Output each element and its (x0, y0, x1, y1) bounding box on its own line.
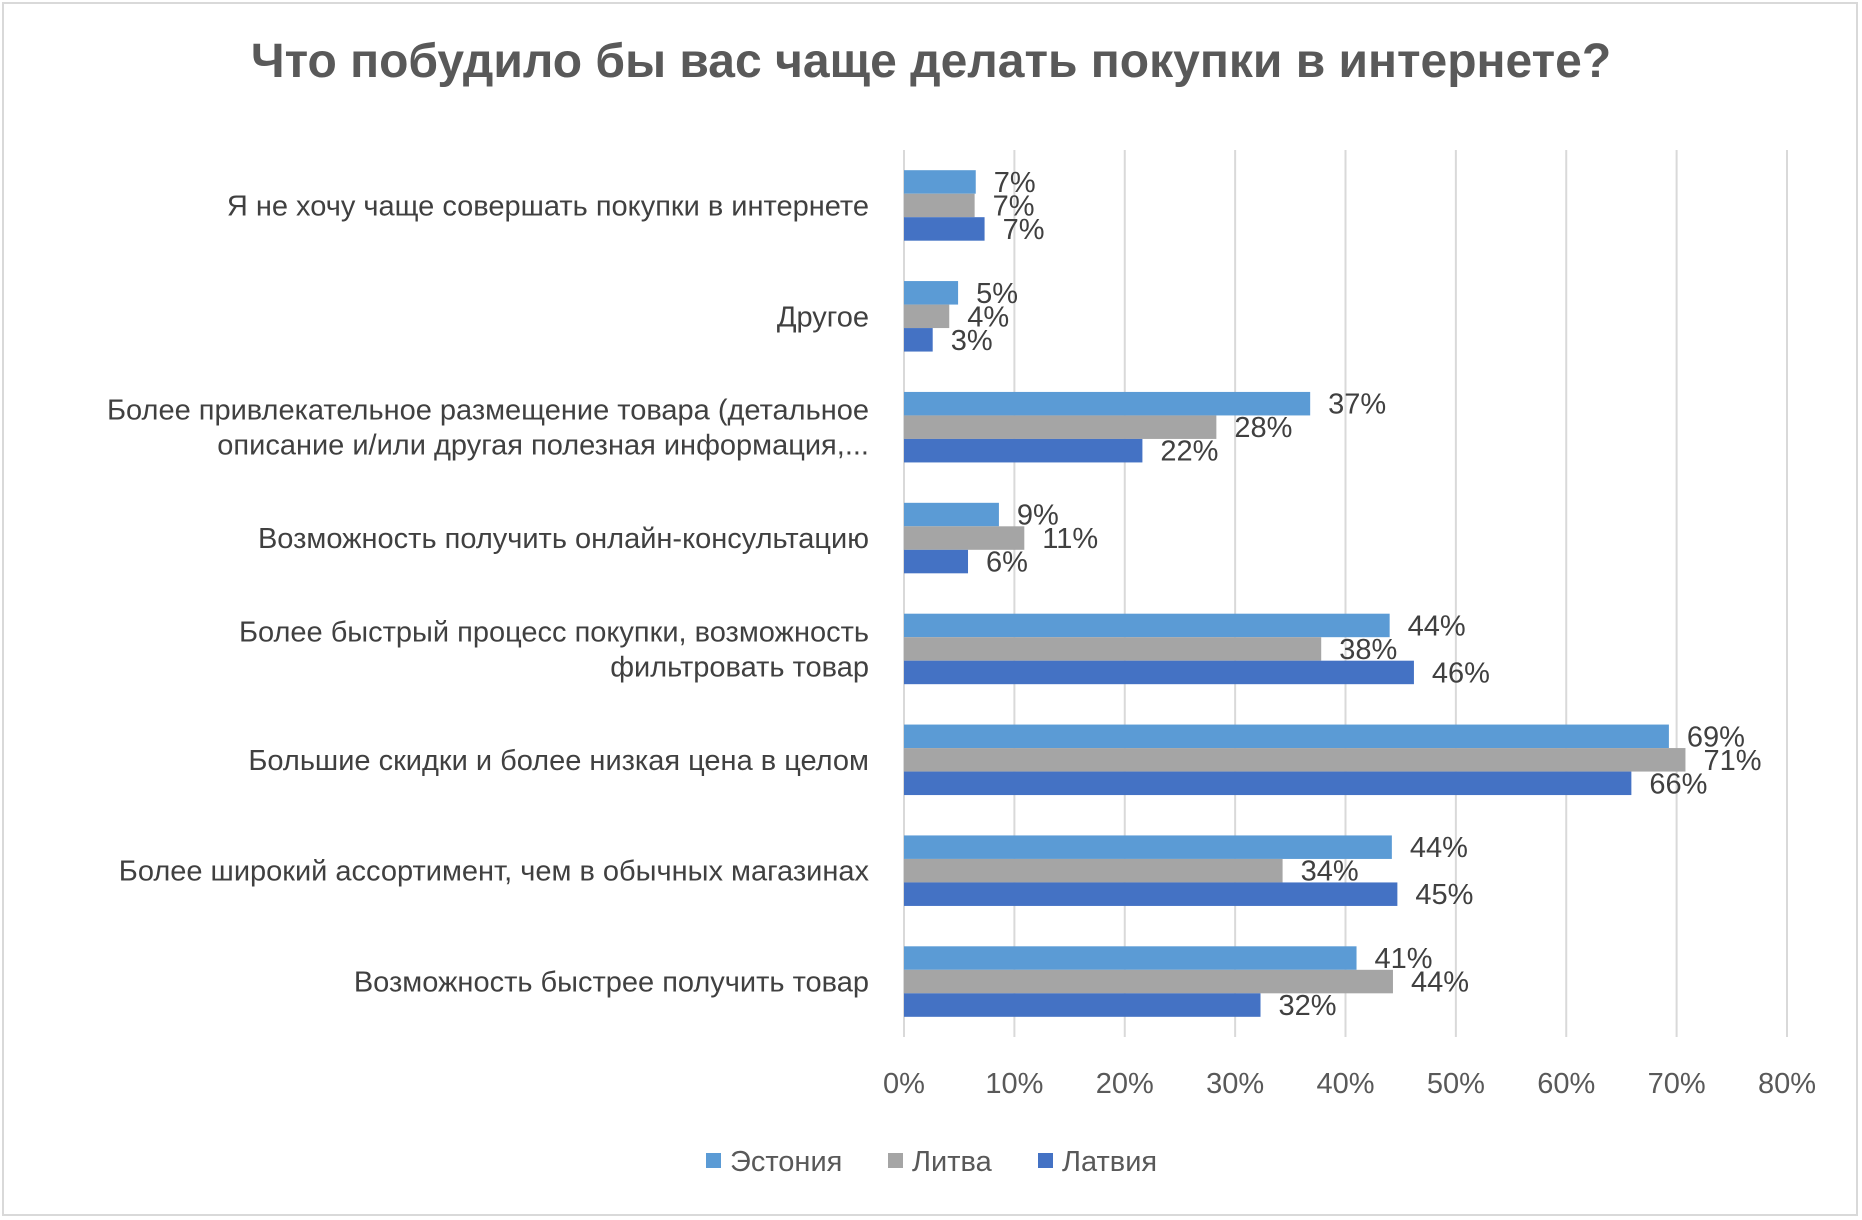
bar (904, 502, 999, 527)
x-tick-label: 60% (1537, 1068, 1595, 1100)
category-label: Другое (777, 301, 869, 333)
data-label: 3% (951, 325, 993, 357)
bar (904, 613, 1390, 638)
bar (904, 328, 933, 352)
category-label: Более широкий ассортимент, чем в обычных… (119, 856, 870, 888)
bar (904, 748, 1686, 772)
legend-swatch (706, 1153, 721, 1168)
category-label: Возможность быстрее получить товар (354, 967, 869, 999)
legend-label: Эстония (730, 1146, 842, 1178)
bar (904, 281, 959, 305)
data-label: 7% (1003, 214, 1045, 246)
bar (904, 724, 1669, 749)
bar (904, 771, 1632, 796)
data-label: 4% (967, 301, 1009, 333)
bar (904, 438, 1143, 463)
bar (904, 193, 975, 218)
bar (904, 882, 1398, 906)
x-tick-label: 40% (1316, 1068, 1374, 1100)
bar (904, 835, 1392, 859)
bar (904, 170, 976, 194)
category-label: фильтровать товар (610, 651, 869, 683)
chart-title: Что побудило бы вас чаще делать покупки … (250, 35, 1612, 88)
category-label: Более быстрый процесс покупки, возможнос… (239, 616, 869, 648)
data-label: 37% (1328, 389, 1386, 421)
legend-swatch (888, 1153, 903, 1168)
data-label: 45% (1415, 879, 1473, 911)
x-tick-label: 30% (1206, 1068, 1264, 1100)
bar (904, 549, 969, 574)
legend-swatch (1038, 1153, 1053, 1168)
x-tick-label: 10% (985, 1068, 1043, 1100)
legend-label: Литва (912, 1146, 993, 1178)
data-label: 71% (1703, 745, 1761, 777)
bar (904, 526, 1025, 550)
bar (904, 217, 985, 241)
bar (904, 858, 1283, 883)
category-label: Большие скидки и более низкая цена в цел… (248, 745, 869, 777)
data-label: 34% (1301, 856, 1359, 888)
data-label: 7% (994, 167, 1036, 199)
data-label: 9% (1017, 500, 1059, 532)
bar (904, 969, 1393, 994)
data-label: 32% (1279, 990, 1337, 1022)
data-label: 41% (1375, 943, 1433, 975)
bar (904, 304, 950, 329)
data-label: 7% (993, 190, 1035, 222)
x-tick-label: 0% (883, 1068, 925, 1100)
bar (904, 415, 1217, 439)
category-label: Возможность получить онлайн-консультацию (258, 523, 869, 555)
bar (904, 660, 1414, 685)
data-label: 11% (1042, 523, 1098, 555)
legend-label: Латвия (1062, 1146, 1157, 1178)
data-label: 5% (976, 278, 1018, 310)
x-tick-label: 80% (1758, 1068, 1816, 1100)
data-label: 66% (1649, 768, 1707, 800)
x-tick-label: 50% (1427, 1068, 1485, 1100)
data-label: 44% (1408, 610, 1466, 642)
data-label: 44% (1410, 832, 1468, 864)
bar (904, 637, 1322, 661)
x-tick-label: 20% (1096, 1068, 1154, 1100)
category-label: описание и/или другая полезная информаци… (217, 430, 869, 462)
data-label: 46% (1432, 657, 1490, 689)
x-tick-label: 70% (1648, 1068, 1706, 1100)
category-label: Более привлекательное размещение товара … (107, 395, 869, 427)
bar (904, 946, 1357, 970)
data-label: 6% (986, 547, 1028, 579)
data-label: 38% (1339, 634, 1397, 666)
category-label: Я не хочу чаще совершать покупки в интер… (227, 190, 869, 222)
bar (904, 391, 1311, 416)
data-label: 44% (1411, 967, 1469, 999)
data-label: 22% (1160, 436, 1218, 468)
bar (904, 993, 1261, 1017)
data-label: 28% (1234, 412, 1292, 444)
data-label: 69% (1687, 721, 1745, 753)
